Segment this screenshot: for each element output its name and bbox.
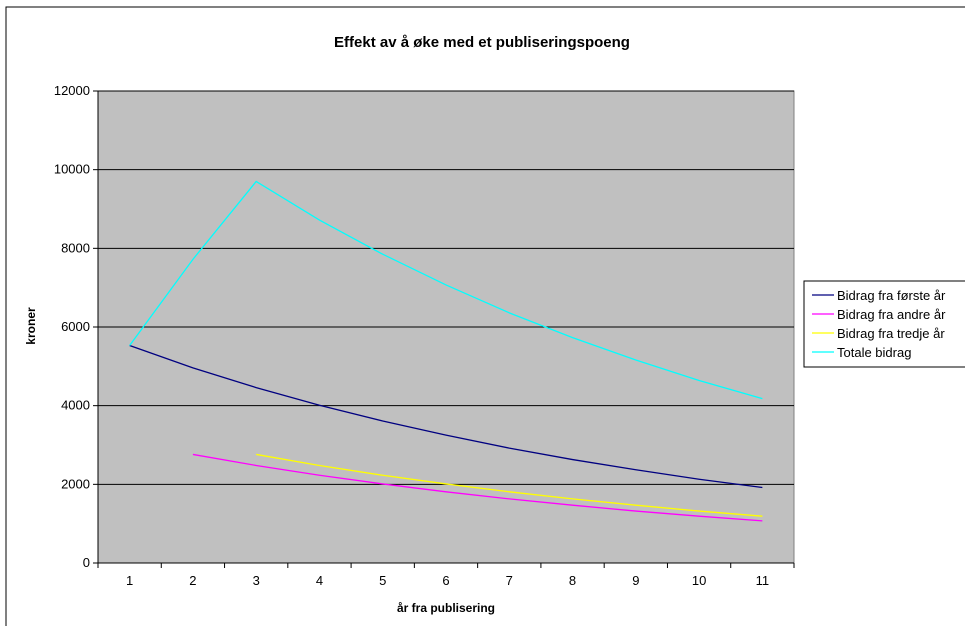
series-line-4 [129,180,763,400]
x-axis-title: år fra publisering [397,601,495,615]
series-line-2 [192,453,763,522]
y-tick-label: 2000 [61,476,90,491]
y-tick-label: 4000 [61,398,90,413]
y-tick-label: 6000 [61,319,90,334]
x-tick-label: 4 [316,573,323,588]
y-tick-label: 10000 [54,162,90,177]
x-tick-label: 11 [756,573,770,588]
legend: Bidrag fra første år Bidrag fra andre år B… [803,280,965,368]
x-tick-label: 6 [442,573,449,588]
x-tick-label: 3 [253,573,260,588]
x-tick-label: 7 [506,573,513,588]
y-tick-label: 12000 [54,83,90,98]
legend-label: Bidrag fra andre år [837,307,946,322]
legend-label: Totale bidrag [837,345,911,360]
chart-title: Effekt av å øke med et publiseringspoeng [334,34,630,51]
y-tick-label: 0 [83,555,90,570]
x-tick-label: 5 [379,573,386,588]
x-tick-label: 1 [126,573,133,588]
x-tick-label: 8 [569,573,576,588]
series-line-1 [129,344,763,489]
y-axis-title: kroner [24,307,38,345]
series-line-3 [256,453,763,517]
x-tick-label: 9 [632,573,639,588]
x-tick-label: 10 [692,573,706,588]
x-tick-label: 2 [189,573,196,588]
legend-label: Bidrag fra tredje år [837,326,945,341]
y-tick-label: 8000 [61,240,90,255]
legend-label: Bidrag fra første år [837,288,946,303]
